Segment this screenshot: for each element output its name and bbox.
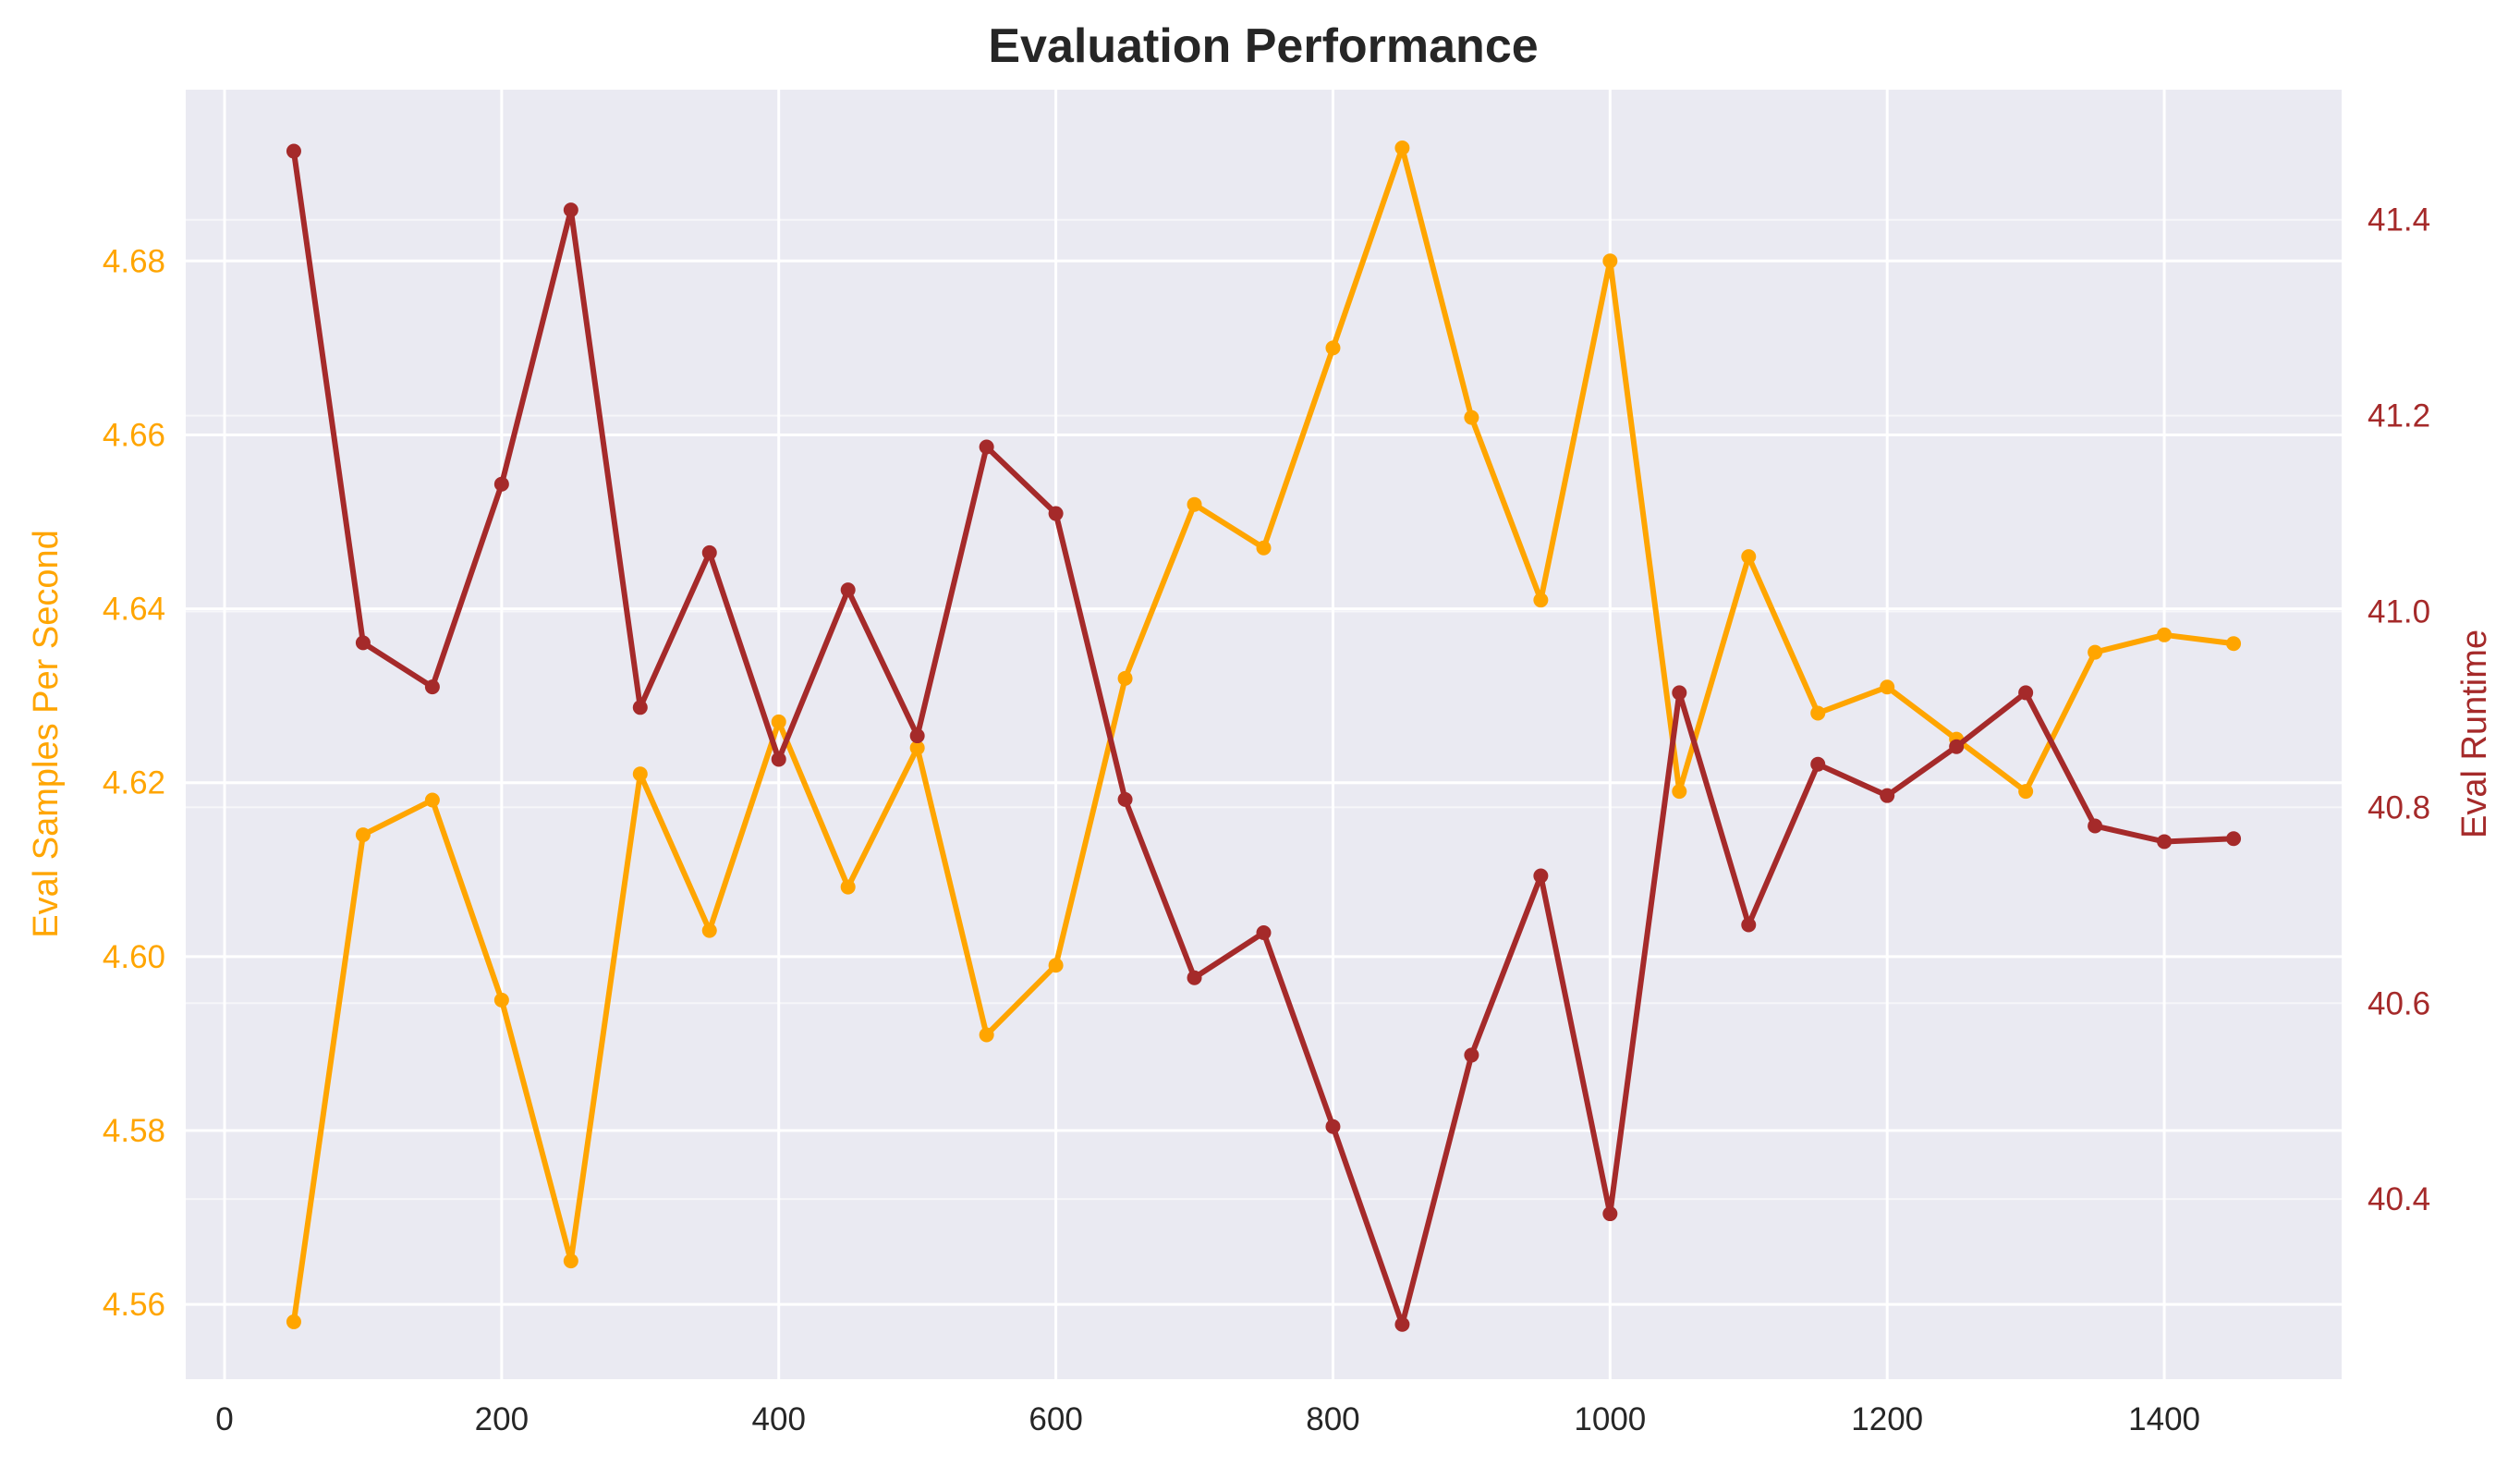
data-point — [2018, 784, 2034, 800]
data-point — [424, 679, 440, 695]
data-point — [1949, 739, 1965, 754]
data-point — [1048, 958, 1064, 973]
right-y-tick-label: 40.8 — [2368, 789, 2430, 825]
x-tick-label: 800 — [1306, 1401, 1359, 1437]
left-y-tick-label: 4.60 — [103, 939, 165, 975]
data-point — [1256, 924, 1272, 940]
data-point — [2226, 831, 2242, 847]
data-point — [909, 728, 925, 744]
plot-area — [186, 90, 2342, 1379]
right-y-tick-label: 40.6 — [2368, 985, 2430, 1021]
data-point — [1672, 685, 1687, 701]
data-point — [1533, 868, 1549, 884]
data-point — [493, 992, 509, 1008]
data-point — [1741, 549, 1757, 565]
data-point — [563, 1253, 578, 1269]
x-tick-label: 600 — [1029, 1401, 1082, 1437]
data-point — [1256, 540, 1272, 556]
right-y-ticks: 40.4 40.6 40.8 41.0 41.2 41.4 — [2368, 202, 2430, 1217]
samples-per-second-series — [286, 141, 2242, 1329]
right-y-tick-label: 41.0 — [2368, 593, 2430, 630]
data-point — [771, 714, 786, 729]
data-point — [2157, 627, 2173, 642]
left-y-tick-label: 4.68 — [103, 243, 165, 279]
right-y-tick-label: 40.4 — [2368, 1181, 2430, 1217]
data-point — [1880, 788, 1895, 803]
right-y-tick-label: 41.2 — [2368, 398, 2430, 434]
runtime-series — [286, 143, 2242, 1332]
left-y-tick-label: 4.62 — [103, 765, 165, 801]
data-point — [2226, 636, 2242, 652]
x-tick-label: 1000 — [1574, 1401, 1646, 1437]
x-tick-label: 1200 — [1851, 1401, 1923, 1437]
data-point — [909, 740, 925, 756]
left-y-tick-label: 4.66 — [103, 417, 165, 453]
chart-title: Evaluation Performance — [988, 19, 1538, 73]
data-point — [424, 792, 440, 808]
data-point — [1602, 253, 1618, 269]
data-point — [1810, 756, 1826, 772]
data-point — [701, 544, 717, 560]
data-point — [1325, 1119, 1341, 1134]
data-point — [771, 752, 786, 767]
data-point — [1048, 506, 1064, 521]
data-point — [1117, 791, 1133, 807]
left-y-axis-label: Eval Samples Per Second — [27, 530, 66, 937]
x-tick-label: 200 — [475, 1401, 529, 1437]
data-point — [840, 879, 856, 895]
data-point — [1672, 784, 1687, 800]
data-point — [2157, 834, 2173, 850]
data-point — [1810, 705, 1826, 721]
data-point — [1394, 141, 1410, 156]
data-point — [840, 582, 856, 598]
data-point — [979, 439, 994, 455]
data-point — [632, 766, 648, 782]
data-point — [1325, 340, 1341, 356]
left-y-tick-label: 4.56 — [103, 1287, 165, 1323]
grid-lines — [186, 90, 2342, 1379]
left-y-ticks: 4.56 4.58 4.60 4.62 4.64 4.66 4.68 — [103, 243, 165, 1323]
data-point — [493, 476, 509, 492]
data-point — [1880, 679, 1895, 695]
x-tick-label: 1400 — [2128, 1401, 2200, 1437]
data-point — [2018, 685, 2034, 701]
data-point — [2088, 644, 2103, 660]
left-y-tick-label: 4.58 — [103, 1113, 165, 1149]
data-point — [1741, 917, 1757, 933]
data-point — [701, 923, 717, 938]
x-tick-label: 400 — [752, 1401, 806, 1437]
data-point — [355, 635, 371, 651]
data-point — [563, 202, 578, 218]
data-point — [979, 1027, 994, 1043]
data-point — [1117, 670, 1133, 686]
x-tick-label: 0 — [215, 1401, 233, 1437]
data-point — [286, 1314, 301, 1329]
series-layer — [286, 141, 2242, 1332]
data-point — [632, 700, 648, 715]
data-point — [286, 143, 301, 159]
data-point — [1464, 1047, 1479, 1063]
data-point — [355, 827, 371, 843]
right-y-tick-label: 41.4 — [2368, 202, 2430, 238]
data-point — [1394, 1316, 1410, 1332]
data-point — [1187, 970, 1202, 985]
right-y-axis-label: Eval Runtime — [2455, 630, 2494, 838]
data-point — [1464, 410, 1479, 425]
x-ticks: 0 200 400 600 800 1000 1200 1400 — [215, 1401, 2200, 1437]
data-point — [1187, 496, 1202, 512]
data-point — [1602, 1206, 1618, 1222]
data-point — [1533, 593, 1549, 608]
data-point — [2088, 818, 2103, 834]
left-y-tick-label: 4.64 — [103, 592, 165, 628]
